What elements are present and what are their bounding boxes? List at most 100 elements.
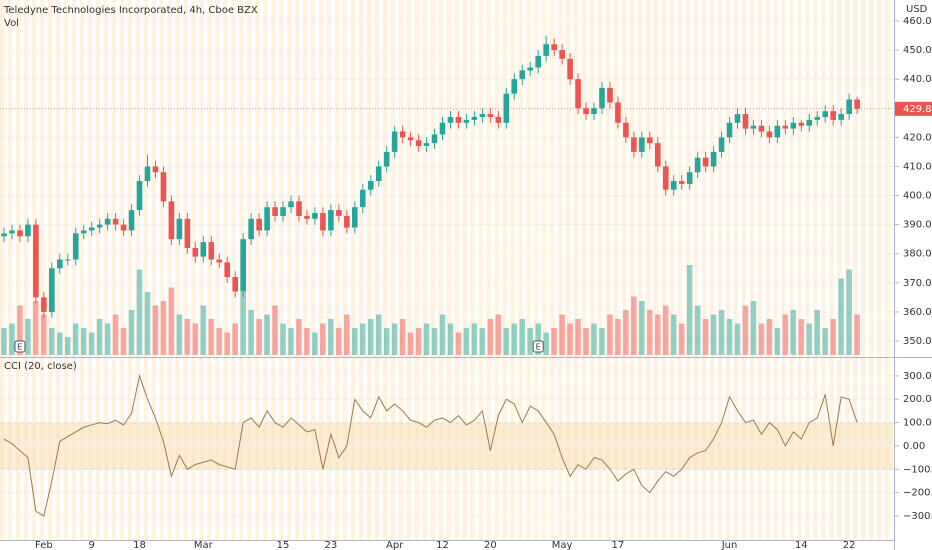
candle-body <box>160 172 167 202</box>
session-stripe <box>637 0 643 540</box>
session-stripe <box>773 0 778 540</box>
volume-bar <box>846 269 852 355</box>
session-stripe <box>621 0 627 540</box>
session-stripe <box>207 0 212 540</box>
candle-body <box>176 218 183 240</box>
volume-bar <box>383 328 390 355</box>
volume-bar <box>304 328 310 355</box>
volume-bar <box>407 332 414 355</box>
volume-bar <box>128 310 135 355</box>
candle-body <box>822 111 829 117</box>
volume-bar <box>591 323 597 355</box>
volume-bar <box>814 310 821 355</box>
session-stripe <box>462 0 467 540</box>
candle-body <box>591 108 597 115</box>
volume-bar <box>240 292 246 355</box>
session-stripe <box>119 0 124 540</box>
y-tick-label: 380.00 <box>903 249 932 260</box>
volume-bar <box>112 314 119 355</box>
session-stripe <box>574 0 579 540</box>
volume-bar <box>694 305 701 355</box>
earnings-marker <box>532 340 544 353</box>
candle-body <box>543 44 549 56</box>
candle-body <box>686 172 693 184</box>
volume-bar <box>224 332 231 355</box>
volume-bar <box>742 305 749 355</box>
earnings-marker <box>14 340 26 353</box>
candle-body <box>742 114 749 129</box>
candle-body <box>192 247 199 257</box>
volume-bar <box>654 314 661 355</box>
volume-bar <box>344 314 350 355</box>
session-stripe <box>701 0 707 540</box>
session-stripe <box>853 0 858 540</box>
candle-body <box>710 151 717 167</box>
volume-bar <box>352 328 358 355</box>
candle-body <box>551 44 557 51</box>
session-stripe <box>693 0 699 540</box>
session-stripe <box>127 0 132 540</box>
candle-body <box>88 227 95 231</box>
session-stripe <box>837 0 842 540</box>
x-tick-label: 20 <box>484 540 497 550</box>
session-stripe <box>326 0 332 540</box>
session-stripe <box>454 0 459 540</box>
session-stripe <box>215 0 220 540</box>
candle-body <box>766 131 773 138</box>
candle-body <box>184 218 191 248</box>
volume-bar <box>463 328 470 355</box>
candle-body <box>718 137 725 152</box>
volume-bar <box>631 296 637 355</box>
volume-bar <box>296 319 302 355</box>
volume-bar <box>439 314 446 355</box>
candle-body <box>599 87 605 109</box>
volume-bar <box>447 323 454 355</box>
candle-body <box>559 50 565 59</box>
candle-body <box>144 166 151 181</box>
session-stripe <box>821 0 826 540</box>
candle-body <box>607 87 613 103</box>
volume-bar <box>583 328 589 355</box>
session-stripe <box>645 0 651 540</box>
x-tick-label: 14 <box>795 540 808 550</box>
candle-body <box>120 224 127 231</box>
candle-body <box>80 230 87 234</box>
x-tick-label: 17 <box>612 540 625 550</box>
candle-body <box>814 116 821 120</box>
candle-body <box>790 122 797 129</box>
volume-bar <box>822 328 829 355</box>
session-stripe <box>725 0 730 540</box>
session-stripe <box>23 0 29 540</box>
session-stripe <box>71 0 77 540</box>
session-stripe <box>709 0 715 540</box>
session-stripe <box>287 0 292 540</box>
volume-bar <box>152 305 159 355</box>
volume-bar <box>375 314 382 355</box>
candle-body <box>367 180 374 190</box>
volume-bar <box>184 319 191 355</box>
x-tick-label: Jun <box>721 540 738 550</box>
y-tick-label: 350.00 <box>903 336 932 347</box>
session-stripe <box>159 0 164 540</box>
volume-bar <box>575 319 581 355</box>
session-stripe <box>558 0 563 540</box>
x-tick-label: Mar <box>194 540 214 550</box>
chart-title: Teledyne Technologies Incorporated, 4h, … <box>3 5 258 16</box>
x-tick-label: May <box>552 540 573 550</box>
volume-bar <box>639 301 645 355</box>
session-stripe <box>518 0 523 540</box>
session-stripe <box>295 0 300 540</box>
volume-bar <box>248 310 254 355</box>
session-stripe <box>382 0 388 540</box>
volume-bar <box>192 323 199 355</box>
volume-bar <box>766 319 773 355</box>
candle-body <box>654 143 661 167</box>
session-stripe <box>861 0 866 540</box>
candle-body <box>623 122 629 138</box>
volume-bar <box>104 323 111 355</box>
volume-bar <box>615 319 621 355</box>
candle-body <box>758 125 765 132</box>
x-tick-label: 12 <box>436 540 449 550</box>
session-stripe <box>302 0 308 540</box>
candle-body <box>168 201 175 240</box>
